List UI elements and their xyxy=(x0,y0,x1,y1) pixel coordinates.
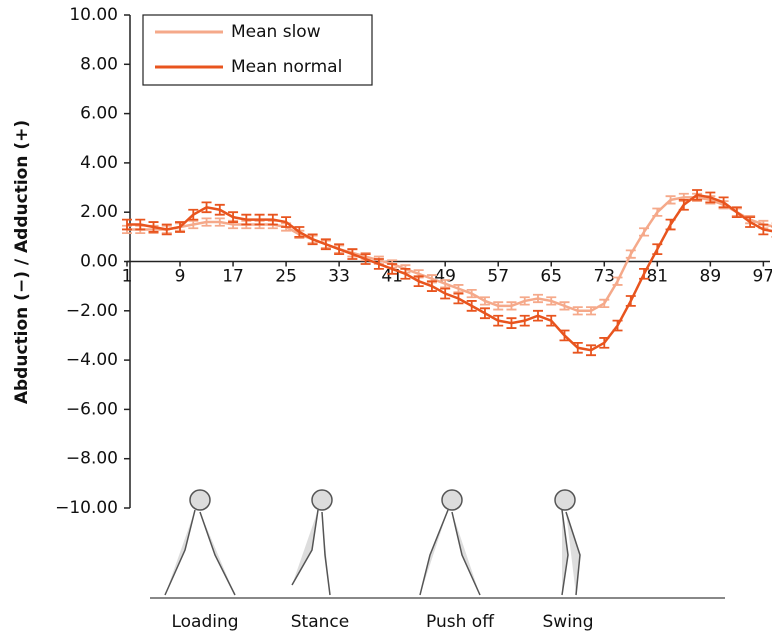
y-tick-label: −4.00 xyxy=(66,350,118,370)
y-axis-label: Abduction (−) / Adduction (+) xyxy=(12,120,32,404)
y-tick-label: 0.00 xyxy=(80,252,118,272)
error-bar xyxy=(626,250,636,257)
gait-figures xyxy=(150,490,725,598)
y-tick-label: 6.00 xyxy=(80,104,118,124)
error-bar xyxy=(480,308,490,318)
x-tick-label: 57 xyxy=(487,267,509,287)
phase-label: Stance xyxy=(291,612,349,632)
x-tick-label: 9 xyxy=(175,267,186,287)
y-tick-label: 10.00 xyxy=(69,5,118,25)
x-tick-label: 17 xyxy=(222,267,244,287)
phase-label: Loading xyxy=(171,612,238,632)
x-tick-label: 73 xyxy=(593,267,615,287)
error-bar xyxy=(467,301,477,311)
legend-label: Mean normal xyxy=(231,57,342,77)
y-tick-label: 8.00 xyxy=(80,54,118,74)
y-tick-label: 4.00 xyxy=(80,153,118,173)
x-tick-label: 81 xyxy=(646,267,668,287)
error-bar xyxy=(626,296,636,306)
y-tick-label: −10.00 xyxy=(55,498,118,518)
x-tick-label: 89 xyxy=(700,267,722,287)
phase-label: Swing xyxy=(543,612,594,632)
y-tick-label: −8.00 xyxy=(66,449,118,469)
y-tick-label: −6.00 xyxy=(66,399,118,419)
legend-label: Mean slow xyxy=(231,22,321,42)
x-tick-label: 1 xyxy=(122,267,133,287)
chart: Abduction (−) / Adduction (+) Loading St… xyxy=(0,0,772,636)
x-tick-label: 97 xyxy=(753,267,772,287)
phase-label: Push off xyxy=(426,612,495,632)
error-bar xyxy=(652,244,662,254)
x-tick-label: 25 xyxy=(275,267,297,287)
y-tick-label: −2.00 xyxy=(66,301,118,321)
x-tick-label: 65 xyxy=(540,267,562,287)
y-tick-label: 2.00 xyxy=(80,202,118,222)
x-tick-label: 33 xyxy=(328,267,350,287)
error-bar xyxy=(639,228,649,235)
